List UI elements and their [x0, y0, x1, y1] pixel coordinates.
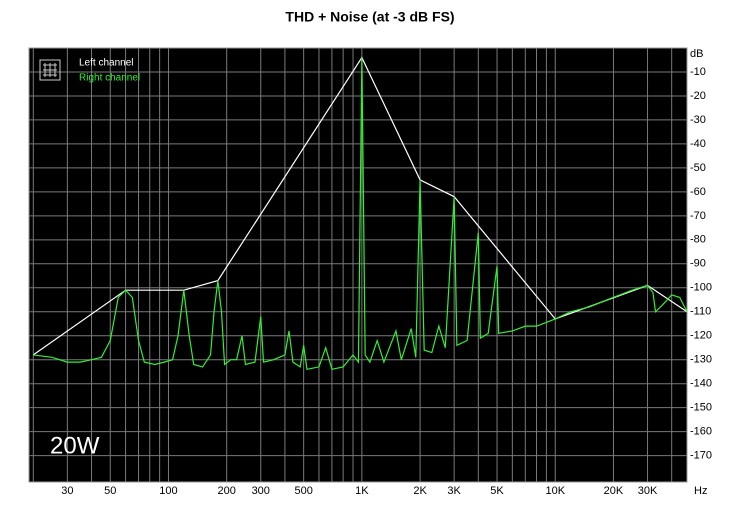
x-tick-label: 10K: [545, 485, 565, 497]
y-tick-label: -160: [690, 426, 712, 438]
y-tick-label: -50: [690, 162, 706, 174]
y-tick-label: -90: [690, 258, 706, 270]
x-tick-label: 5K: [490, 485, 504, 497]
y-tick-label: -30: [690, 114, 706, 126]
x-tick-label: 3K: [447, 485, 461, 497]
chart-title: THD + Noise (at -3 dB FS): [285, 9, 454, 25]
annotation: 20W: [50, 432, 100, 459]
series-line: [33, 57, 688, 371]
y-tick-label: -120: [690, 330, 712, 342]
legend-icon: [39, 59, 61, 81]
y-tick-label: -70: [690, 210, 706, 222]
y-tick-label: -80: [690, 234, 706, 246]
x-tick-label: 30: [61, 485, 73, 497]
x-tick-label: 2K: [413, 485, 427, 497]
y-tick-label: -100: [690, 282, 712, 294]
x-tick-label: 100: [159, 485, 177, 497]
y-tick-label: -20: [690, 90, 706, 102]
legend-label: Right channel: [79, 73, 140, 84]
y-axis-label: dB: [690, 48, 703, 60]
x-tick-label: 30K: [638, 485, 658, 497]
y-tick-label: -170: [690, 450, 712, 462]
x-tick-label: 50: [104, 485, 116, 497]
x-tick-label: 1K: [355, 485, 369, 497]
x-tick-label: 500: [294, 485, 312, 497]
x-tick-label: 200: [218, 485, 236, 497]
x-tick-label: 300: [252, 485, 270, 497]
x-axis-label: Hz: [694, 485, 707, 497]
y-tick-label: -10: [690, 66, 706, 78]
y-tick-label: -110: [690, 306, 711, 318]
y-tick-label: -130: [690, 354, 712, 366]
y-tick-label: -40: [690, 138, 706, 150]
x-tick-label: 20K: [604, 485, 624, 497]
y-tick-label: -140: [690, 378, 712, 390]
y-tick-label: -150: [690, 402, 712, 414]
legend-label: Left channel: [79, 58, 134, 69]
y-tick-label: -60: [690, 186, 706, 198]
plot-area: [28, 47, 688, 483]
legend-icon-box: [39, 59, 61, 81]
